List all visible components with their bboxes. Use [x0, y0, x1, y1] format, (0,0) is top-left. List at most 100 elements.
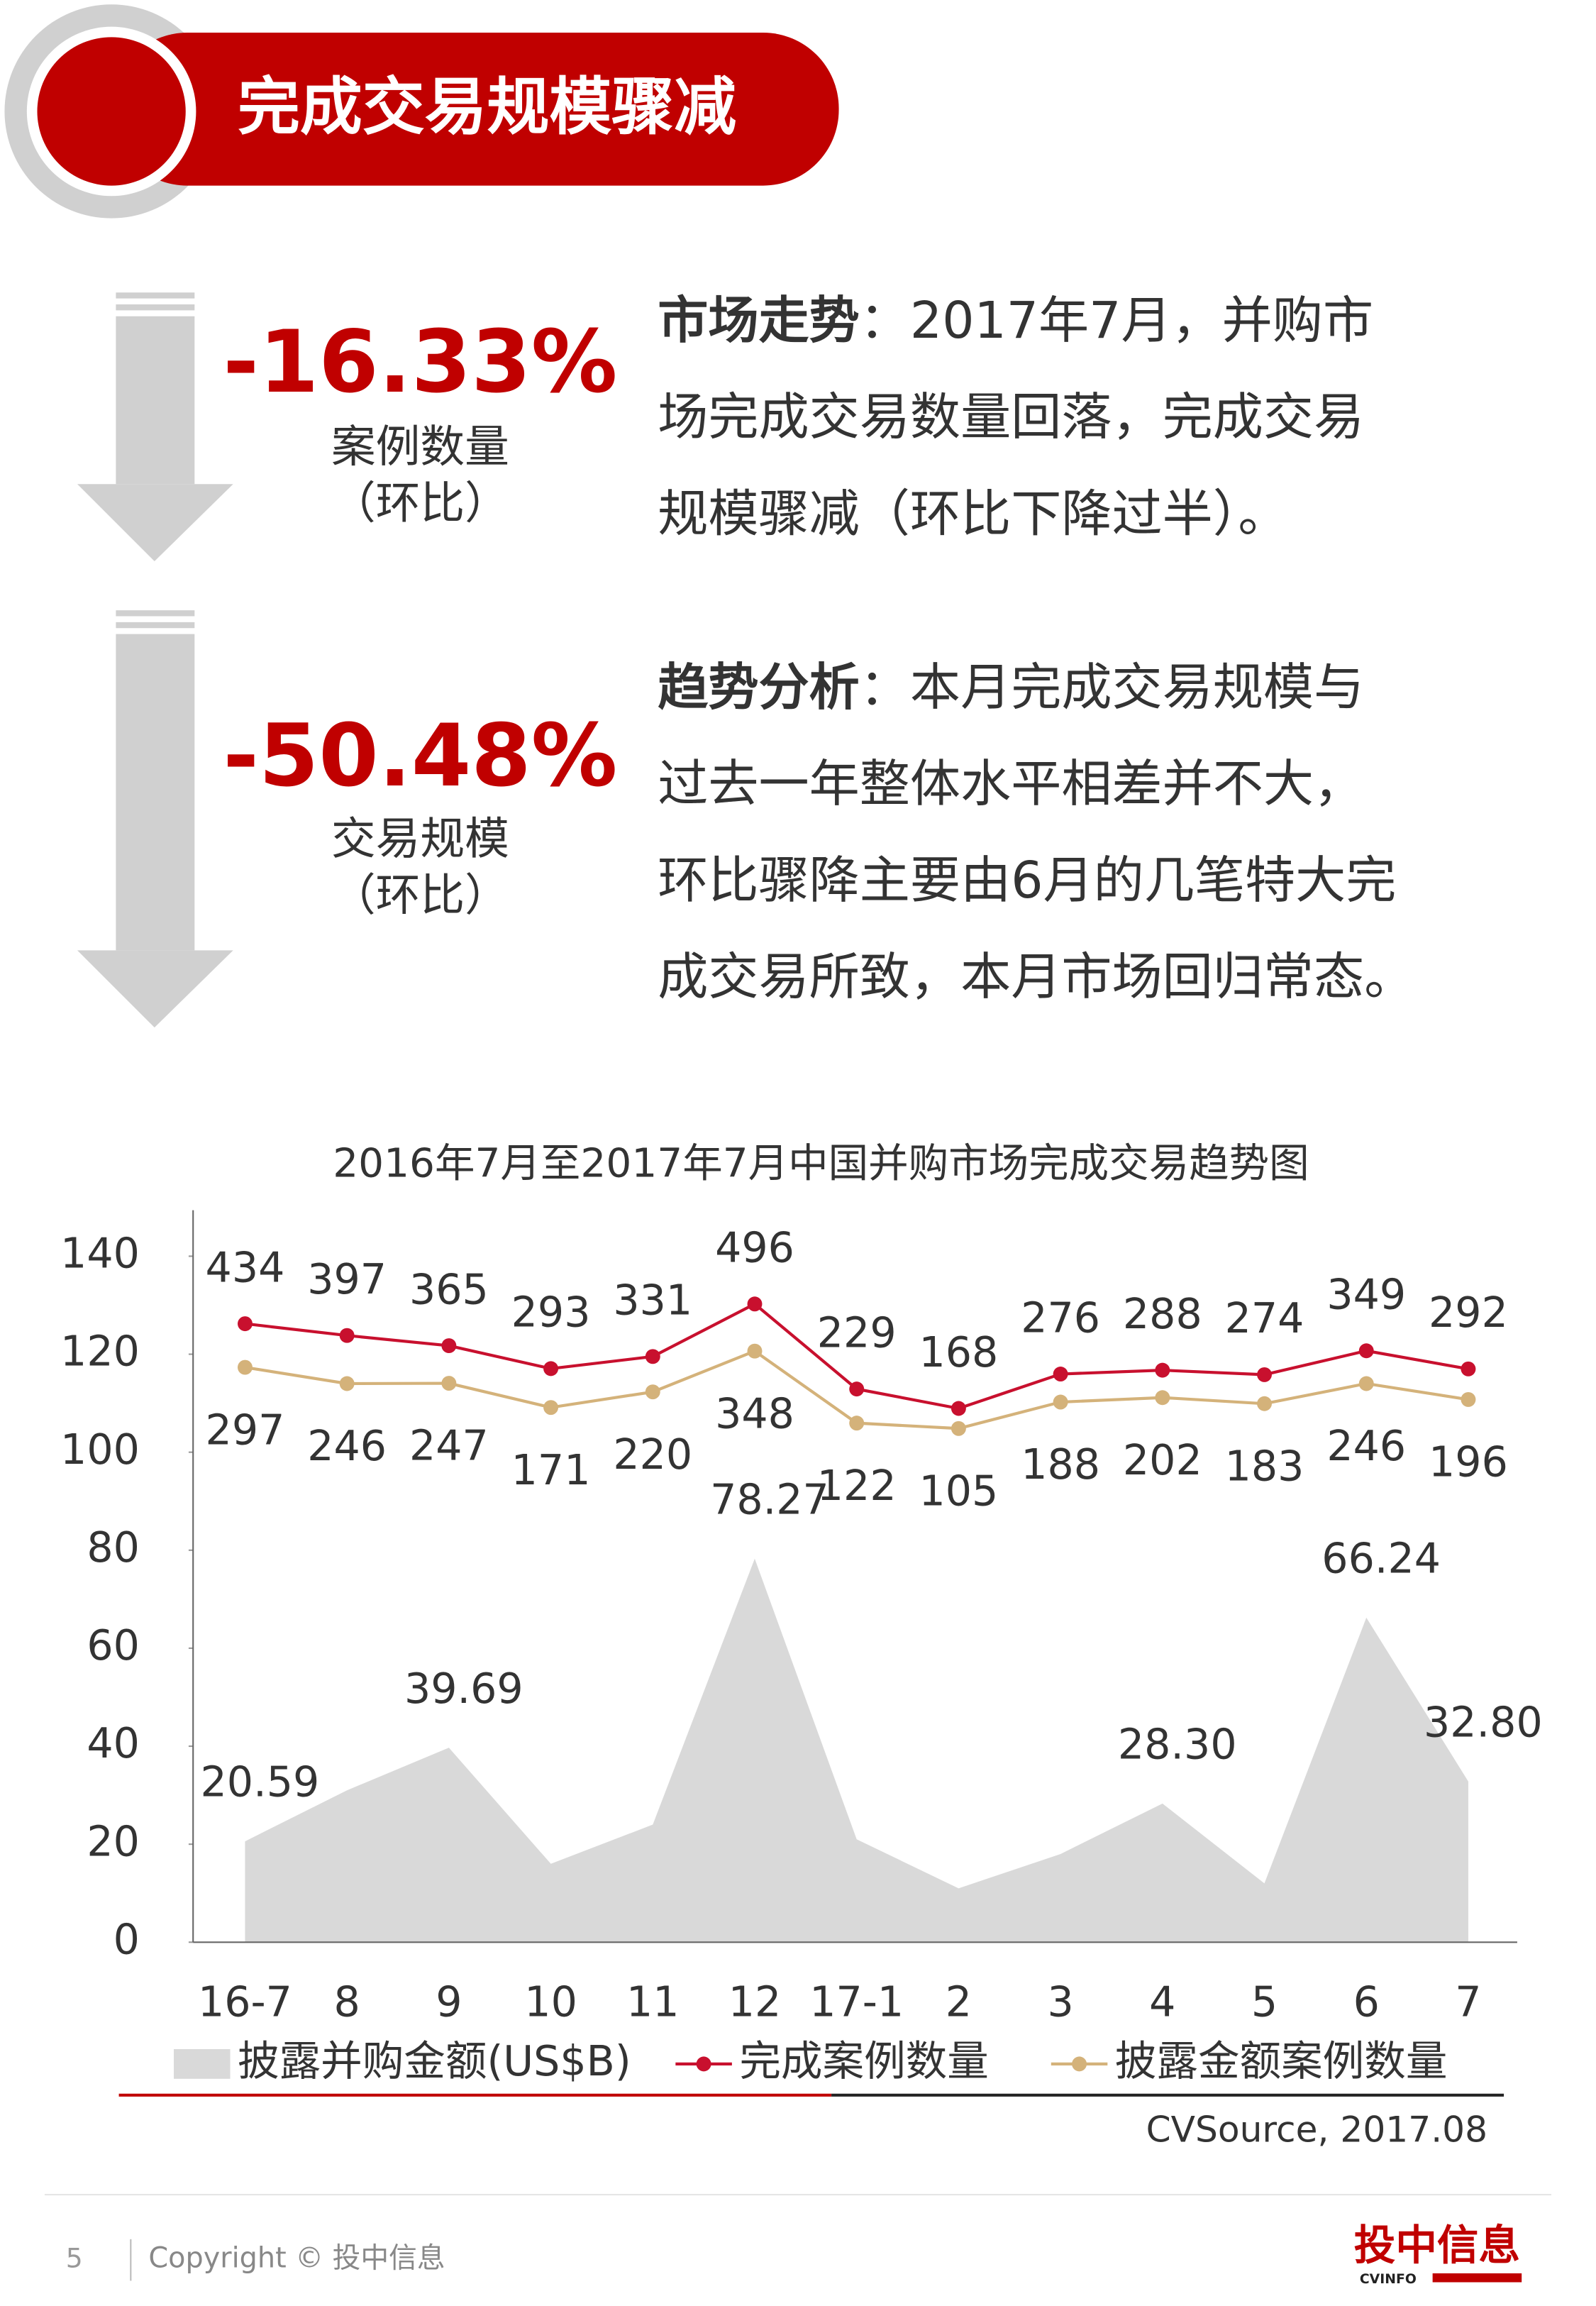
point [645, 1349, 660, 1364]
data-label: 293 [511, 1289, 591, 1337]
header-title: 完成交易规模骤减 [238, 70, 736, 143]
y-tick-label: 140 [60, 1230, 140, 1278]
copyright: Copyright © 投中信息 [148, 2242, 445, 2275]
data-label: 39.69 [404, 1665, 523, 1713]
point [441, 1376, 457, 1391]
data-label: 274 [1225, 1294, 1304, 1342]
paragraph-text: 过去一年整体水平相差并不大， [658, 754, 1364, 813]
x-tick-label: 10 [524, 1977, 577, 2026]
paragraph-line: 场完成交易数量回落，完成交易 [658, 387, 1364, 446]
data-label: 292 [1429, 1289, 1508, 1337]
data-label: 331 [613, 1276, 692, 1325]
point [441, 1338, 457, 1354]
paragraph-heading: 市场走势 [658, 291, 860, 350]
data-label: 32.80 [1424, 1698, 1543, 1746]
data-label: 66.24 [1321, 1534, 1441, 1582]
paragraph-line: 规模骤减（环比下降过半）。 [658, 484, 1288, 543]
data-label: 288 [1123, 1290, 1202, 1338]
data-label: 229 [817, 1308, 897, 1357]
legend-dot [1072, 2056, 1087, 2072]
point [1053, 1367, 1068, 1381]
paragraphs: 市场走势：2017年7月，并购市场完成交易数量回落，完成交易规模骤减（环比下降过… [658, 291, 1414, 1006]
logo-sub: CVINFO [1360, 2272, 1417, 2287]
area [245, 1558, 1468, 1943]
point [1358, 1343, 1374, 1359]
stat-label: 交易规模 [331, 813, 509, 865]
x-tick-label: 7 [1455, 1977, 1481, 2026]
data-label: 246 [307, 1422, 387, 1470]
point [1155, 1390, 1170, 1406]
point [237, 1359, 253, 1375]
point [339, 1328, 355, 1343]
data-label: 202 [1123, 1436, 1202, 1484]
data-label: 220 [613, 1430, 692, 1479]
data-label: 434 [206, 1243, 285, 1291]
data-label: 171 [511, 1446, 591, 1494]
paragraph-line: 市场走势：2017年7月，并购市 [658, 291, 1373, 350]
stat-value: -50.48% [223, 705, 617, 806]
paragraph-text: 环比骤降主要由6月的几笔特大完 [658, 851, 1396, 910]
data-label: 122 [817, 1462, 897, 1510]
paragraph-text: ：本月完成交易规模与 [860, 658, 1364, 717]
data-label: 28.30 [1118, 1720, 1237, 1768]
x-tick-label: 4 [1149, 1977, 1175, 2026]
page-number: 5 [66, 2243, 83, 2274]
paragraph-line: 成交易所致，本月市场回归常态。 [658, 947, 1414, 1006]
point [1358, 1376, 1374, 1391]
point [951, 1401, 966, 1416]
logo-bar [1432, 2273, 1522, 2283]
point [339, 1376, 355, 1391]
legend-label: 披露并购金额(US$B) [238, 2037, 631, 2085]
x-tick-label: 9 [436, 1977, 462, 2026]
chart: 2016年7月至2017年7月中国并购市场完成交易趋势图 0 20 40 60 80 100… [60, 1140, 1543, 2150]
data-label: 188 [1021, 1440, 1100, 1489]
legend-label: 披露金额案例数量 [1115, 2037, 1448, 2085]
data-label: 348 [715, 1389, 794, 1438]
point [849, 1416, 865, 1431]
data-label: 168 [919, 1328, 999, 1377]
y-tick-label: 120 [60, 1328, 140, 1376]
point [543, 1400, 559, 1416]
data-label: 276 [1021, 1293, 1100, 1342]
x-tick-label: 2 [946, 1977, 972, 2026]
source: CVSource, 2017.08 [1146, 2109, 1487, 2151]
data-label: 397 [307, 1255, 387, 1303]
paragraph-heading: 趋势分析 [658, 658, 860, 717]
point [951, 1420, 966, 1436]
header-bar [111, 33, 839, 186]
chart-title: 2016年7月至2017年7月中国并购市场完成交易趋势图 [333, 1140, 1309, 1186]
paragraph-text: 成交易所致，本月市场回归常态。 [658, 947, 1414, 1006]
point [1461, 1361, 1476, 1377]
point [747, 1343, 763, 1359]
legend-swatch [174, 2048, 231, 2079]
data-label: 349 [1326, 1271, 1406, 1319]
stat-note: （环比） [331, 478, 509, 529]
legend-dot [696, 2056, 711, 2072]
stat-label: 案例数量 [331, 421, 509, 473]
paragraph-line: 过去一年整体水平相差并不大， [658, 754, 1364, 813]
data-label: 105 [919, 1467, 999, 1515]
y-tick-label: 60 [87, 1621, 140, 1670]
x-tick-label: 6 [1353, 1977, 1380, 2026]
y-tick-label: 80 [87, 1523, 140, 1572]
data-label: 78.27 [710, 1475, 829, 1523]
arrow [77, 292, 233, 1028]
point [1155, 1362, 1170, 1378]
point [1257, 1396, 1272, 1411]
data-label: 365 [409, 1265, 489, 1313]
point [1257, 1367, 1272, 1382]
point [237, 1316, 253, 1332]
point [543, 1361, 559, 1377]
x-tick-label: 3 [1047, 1977, 1073, 2026]
y-tick-label: 20 [87, 1817, 140, 1865]
point [747, 1296, 763, 1312]
data-label: 246 [1326, 1422, 1406, 1470]
x-tick-label: 16-7 [198, 1977, 292, 2026]
data-label: 247 [409, 1422, 489, 1470]
x-tick-label: 11 [626, 1977, 680, 2026]
y-tick-label: 100 [60, 1425, 140, 1474]
paragraph-line: 环比骤降主要由6月的几笔特大完 [658, 851, 1396, 910]
stat-note: （环比） [331, 869, 509, 921]
